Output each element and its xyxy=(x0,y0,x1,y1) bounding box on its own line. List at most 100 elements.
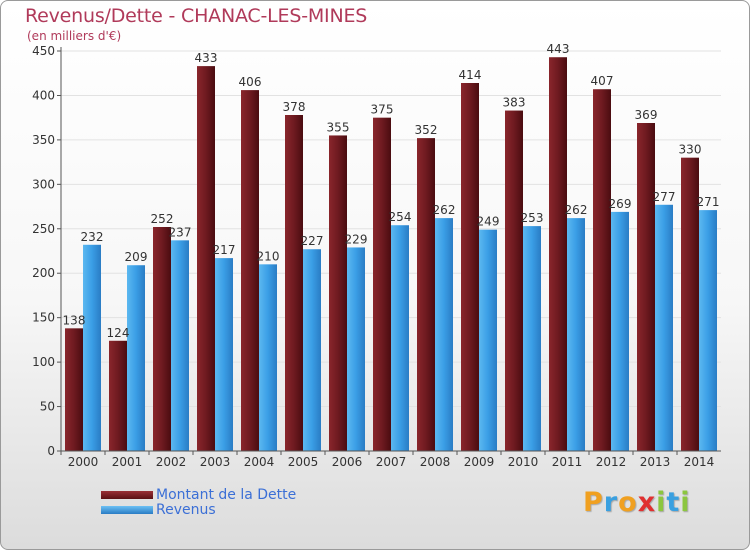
y-tick-label: 300 xyxy=(32,177,55,191)
revenue-bar xyxy=(699,210,717,451)
revenue-bar xyxy=(259,264,277,451)
revenue-bar xyxy=(171,240,189,451)
x-tick-label: 2005 xyxy=(288,455,319,469)
debt-bar xyxy=(329,135,347,451)
revenue-value-label: 269 xyxy=(609,197,632,211)
legend-swatch-debt xyxy=(101,490,153,499)
revenue-value-label: 271 xyxy=(697,195,720,209)
revenue-value-label: 209 xyxy=(125,250,148,264)
debt-value-label: 369 xyxy=(635,108,658,122)
debt-value-label: 138 xyxy=(63,313,86,327)
logo-letter: r xyxy=(603,487,619,518)
revenue-value-label: 237 xyxy=(169,225,192,239)
revenue-value-label: 262 xyxy=(565,203,588,217)
axes: 0 50 100 150 200 250 300 350 400 450 2000 2001 2002 2… xyxy=(32,44,721,469)
legend-item-revenue: Revenus xyxy=(101,501,296,518)
x-tick-label: 2004 xyxy=(244,455,275,469)
debt-value-label: 414 xyxy=(459,68,482,82)
y-tick-label: 50 xyxy=(40,400,55,414)
debt-bar xyxy=(681,157,699,451)
y-tick-label: 200 xyxy=(32,266,55,280)
y-tick-label: 100 xyxy=(32,355,55,369)
debt-value-label: 406 xyxy=(239,75,262,89)
revenue-bar xyxy=(303,249,321,451)
revenue-bar xyxy=(567,218,585,451)
x-tick-label: 2011 xyxy=(552,455,583,469)
revenue-value-label: 229 xyxy=(345,232,368,246)
debt-value-label: 352 xyxy=(415,123,438,137)
debt-bar xyxy=(197,66,215,451)
debt-bar xyxy=(373,117,391,452)
legend: Montant de la Dette Revenus xyxy=(101,486,297,518)
y-tick-label: 0 xyxy=(47,444,55,458)
debt-value-label: 407 xyxy=(591,74,614,88)
debt-bar xyxy=(461,83,479,451)
x-tick-label: 2013 xyxy=(640,455,671,469)
revenue-bar xyxy=(127,265,145,451)
revenue-value-label: 254 xyxy=(389,210,412,224)
debt-bar xyxy=(241,90,259,451)
x-tick-label: 2003 xyxy=(200,455,231,469)
x-tick-label: 2002 xyxy=(156,455,187,469)
debt-value-label: 443 xyxy=(547,42,570,56)
x-tick-label: 2014 xyxy=(684,455,715,469)
revenue-value-label: 253 xyxy=(521,211,544,225)
legend-label-debt: Montant de la Dette xyxy=(156,486,297,503)
legend-swatch-revenue xyxy=(101,505,153,514)
legend-label-revenue: Revenus xyxy=(156,501,216,518)
debt-value-label: 355 xyxy=(327,120,350,134)
legend-item-debt: Montant de la Dette xyxy=(101,486,297,503)
logo-letter: t xyxy=(666,487,681,518)
chart-unit-label: (en milliers d'€) xyxy=(27,29,122,43)
x-tick-label: 2007 xyxy=(376,455,407,469)
revenue-bar xyxy=(611,211,629,451)
revenue-bar xyxy=(655,204,673,451)
x-tick-label: 2000 xyxy=(68,455,99,469)
debt-value-label: 124 xyxy=(107,326,130,340)
x-tick-label: 2010 xyxy=(508,455,539,469)
x-tick-label: 2001 xyxy=(112,455,143,469)
x-tick-label: 2012 xyxy=(596,455,627,469)
bars xyxy=(65,57,717,452)
debt-value-label: 330 xyxy=(679,143,702,157)
y-tick-label: 150 xyxy=(32,311,55,325)
chart-title: Revenus/Dette - CHANAC-LES-MINES xyxy=(25,5,368,27)
debt-bar xyxy=(505,110,523,452)
y-tick-label: 350 xyxy=(32,133,55,147)
logo-letter: i xyxy=(680,487,691,518)
revenue-value-label: 210 xyxy=(257,249,280,263)
x-tick-label: 2006 xyxy=(332,455,363,469)
x-tick-label: 2009 xyxy=(464,455,495,469)
logo-letter: P xyxy=(583,487,604,518)
revenue-bar xyxy=(523,226,541,451)
debt-bar xyxy=(549,57,567,451)
debt-bar xyxy=(637,123,655,451)
revenue-value-label: 249 xyxy=(477,215,500,229)
revenue-bar xyxy=(347,247,365,451)
debt-value-label: 252 xyxy=(151,212,174,226)
debt-bar xyxy=(153,227,171,451)
debt-value-label: 433 xyxy=(195,51,218,65)
debt-bar xyxy=(593,89,611,451)
debt-bar xyxy=(65,328,83,451)
debt-value-label: 378 xyxy=(283,100,306,114)
x-tick-label: 2008 xyxy=(420,455,451,469)
revenue-bar xyxy=(479,229,497,451)
y-tick-label: 400 xyxy=(32,88,55,102)
revenue-bar xyxy=(391,225,409,451)
revenue-value-label: 232 xyxy=(81,230,104,244)
revenue-value-label: 217 xyxy=(213,243,236,257)
proxiti-logo: Proxiti xyxy=(583,487,691,518)
debt-bar xyxy=(285,115,303,451)
debt-value-label: 375 xyxy=(371,103,394,117)
y-tick-label: 250 xyxy=(32,222,55,236)
revenue-value-label: 277 xyxy=(653,190,676,204)
revenue-value-label: 227 xyxy=(301,234,324,248)
logo-letter: o xyxy=(618,487,638,518)
logo-letter: i xyxy=(656,487,667,518)
revenue-bar xyxy=(215,258,233,451)
revenue-bar xyxy=(83,244,101,451)
